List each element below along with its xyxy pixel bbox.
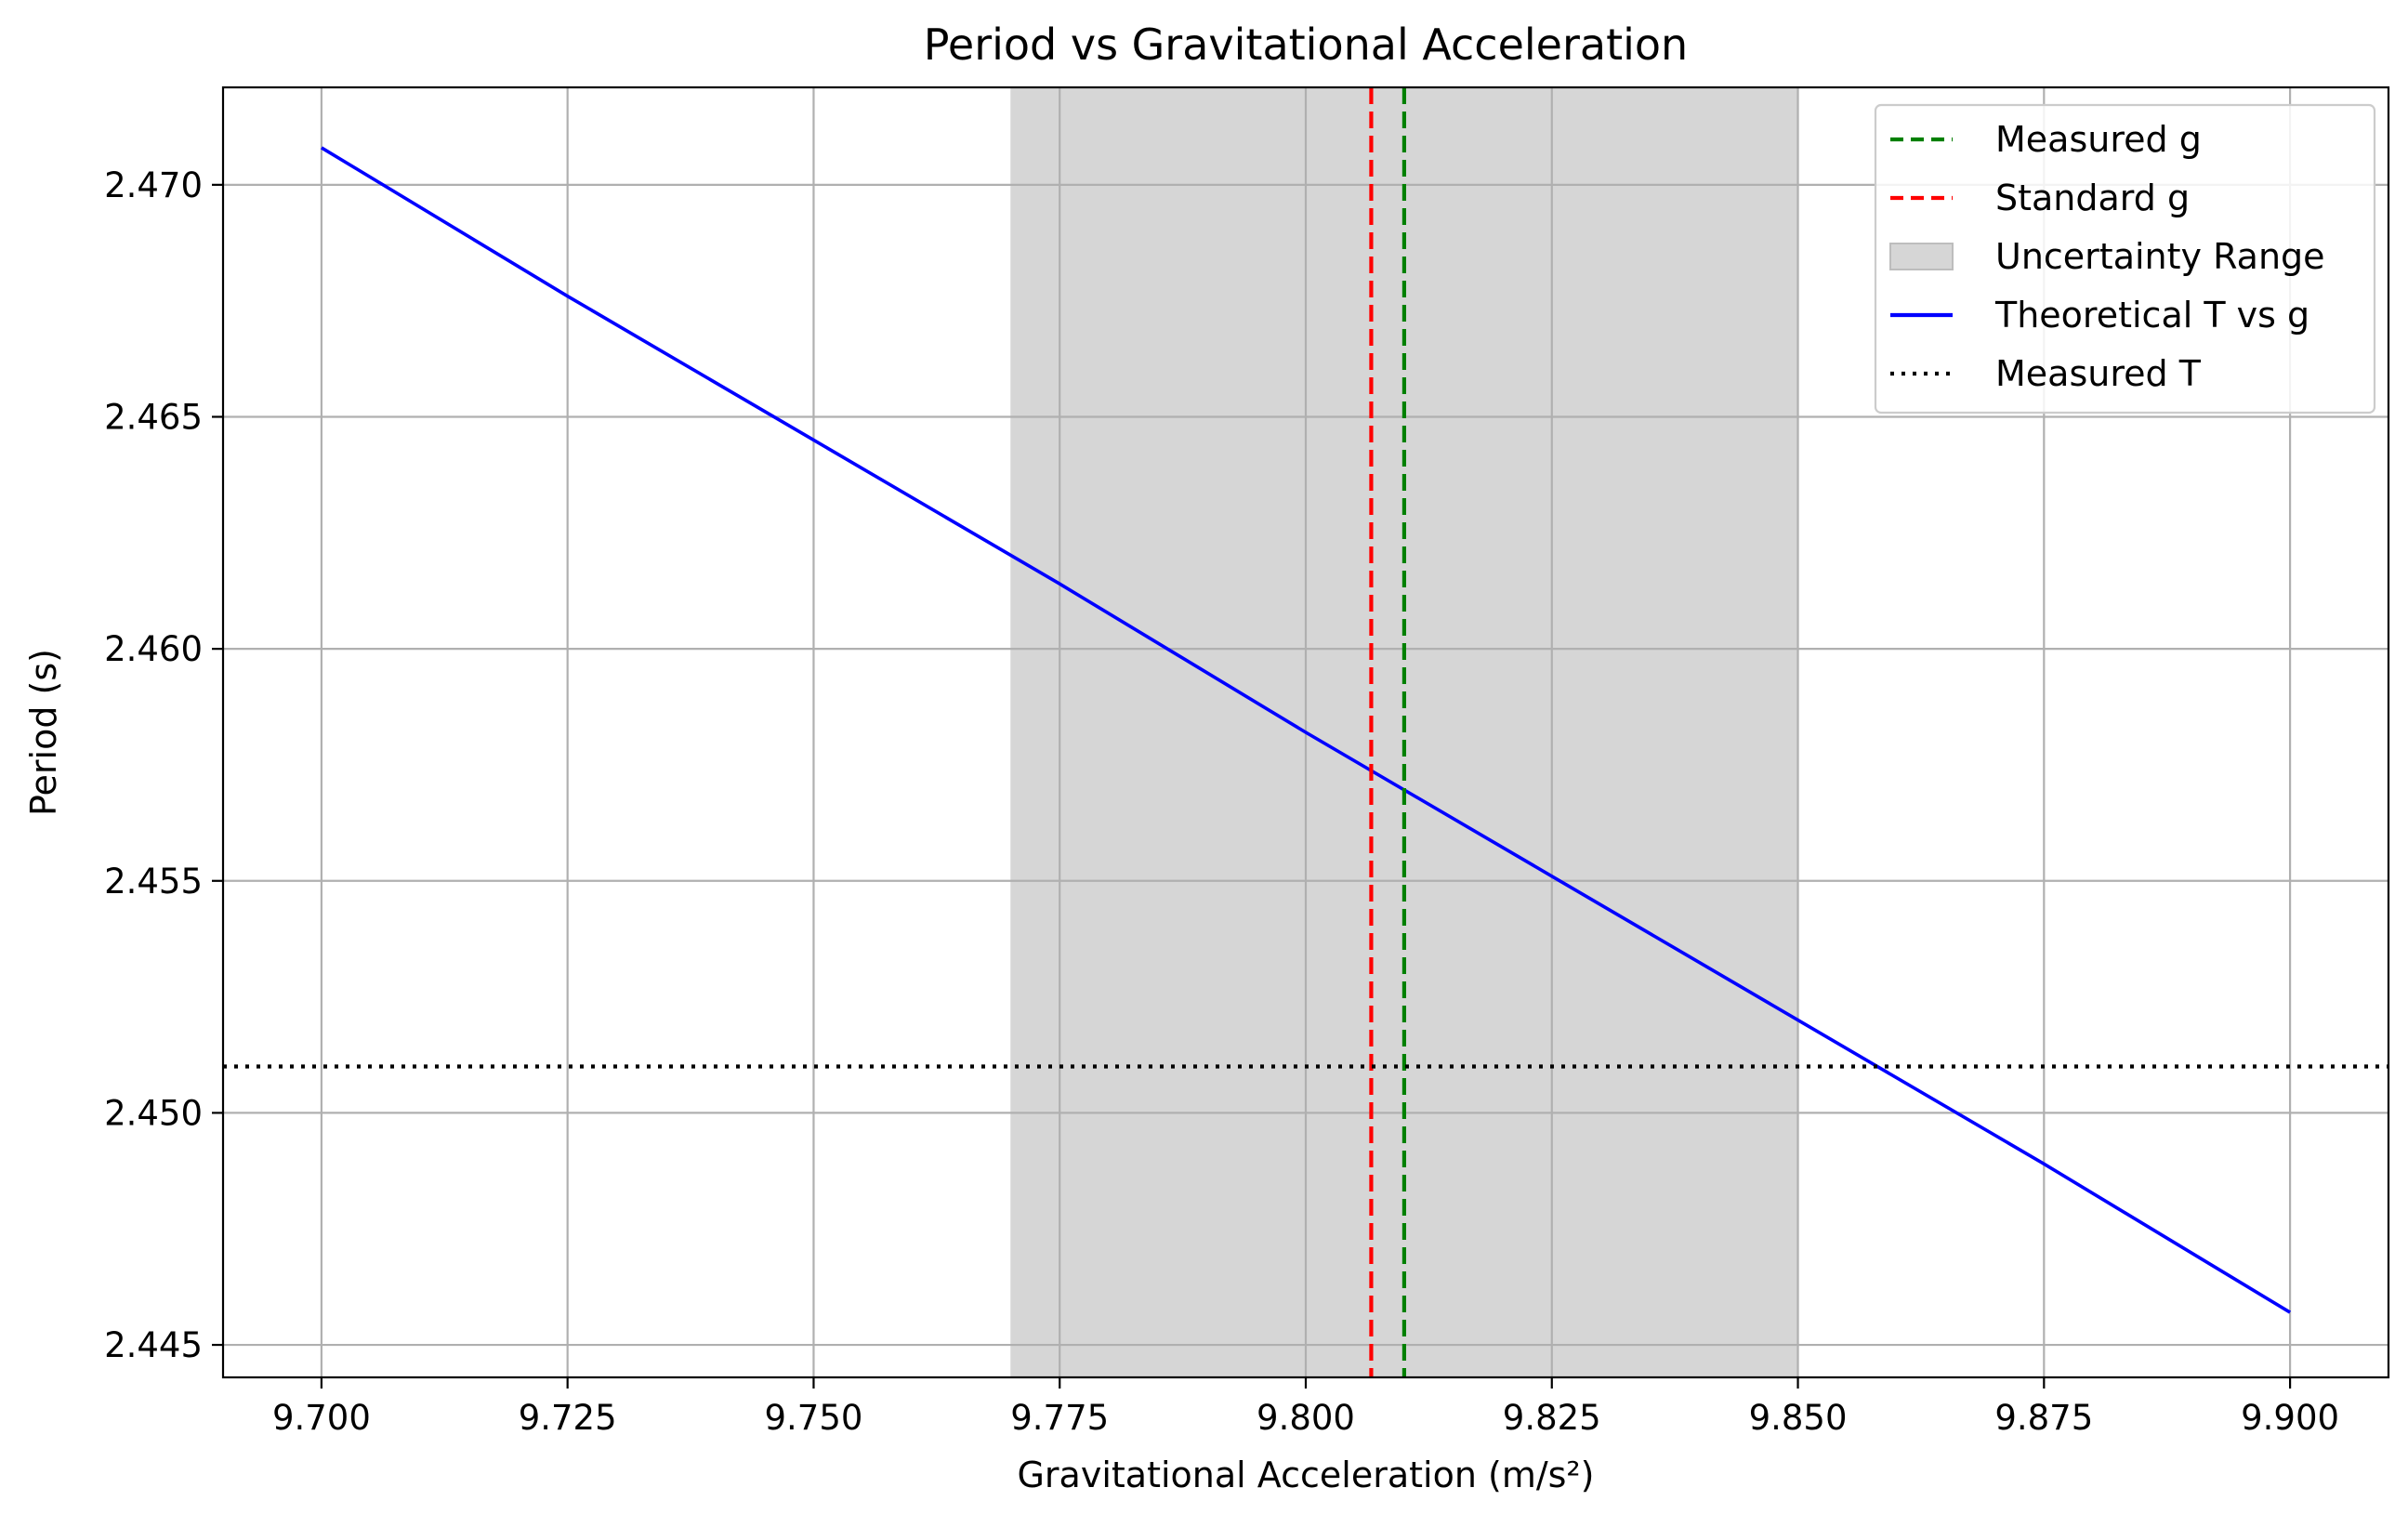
x-tick-label: 9.850 (1749, 1398, 1848, 1438)
x-tick-label: 9.750 (764, 1398, 862, 1438)
x-tick-label: 9.700 (272, 1398, 371, 1438)
y-tick-label: 2.445 (104, 1325, 203, 1365)
legend-label-standard-g: Standard g (1995, 178, 2190, 218)
chart-title: Period vs Gravitational Acceleration (924, 20, 1688, 70)
y-tick-label: 2.450 (104, 1093, 203, 1133)
legend-label-measured-t: Measured T (1995, 353, 2202, 394)
x-tick-label: 9.775 (1010, 1398, 1109, 1438)
y-axis-label: Period (s) (23, 649, 64, 816)
x-tick-label: 9.825 (1503, 1398, 1601, 1438)
legend-label-measured-g: Measured g (1995, 119, 2202, 160)
x-tick-label: 9.725 (519, 1398, 617, 1438)
series-theoretical-t-vs-g (320, 146, 2292, 1314)
legend-label-uncertainty-range: Uncertainty Range (1995, 236, 2325, 277)
ticks-layer: 9.700 9.725 9.750 9.775 9.800 9.825 9.850 9.875… (104, 165, 2339, 1438)
legend: Measured g Standard g Uncertainty Range The… (1874, 103, 2376, 415)
legend-swatch-uncertainty-range (1889, 243, 1954, 270)
x-tick-label: 9.800 (1257, 1398, 1355, 1438)
y-tick-label: 2.455 (104, 862, 203, 902)
y-tick-label: 2.460 (104, 629, 203, 669)
series-layer (223, 87, 2388, 1377)
x-tick-label: 9.900 (2241, 1398, 2339, 1438)
y-tick-label: 2.465 (104, 397, 203, 437)
legend-label-theoretical-t-vs-g: Theoretical T vs g (1994, 295, 2309, 336)
y-tick-label: 2.470 (104, 165, 203, 205)
x-axis-label: Gravitational Acceleration (m/s²) (1017, 1455, 1594, 1495)
x-tick-label: 9.875 (1994, 1398, 2093, 1438)
legend-box (1874, 103, 2376, 415)
